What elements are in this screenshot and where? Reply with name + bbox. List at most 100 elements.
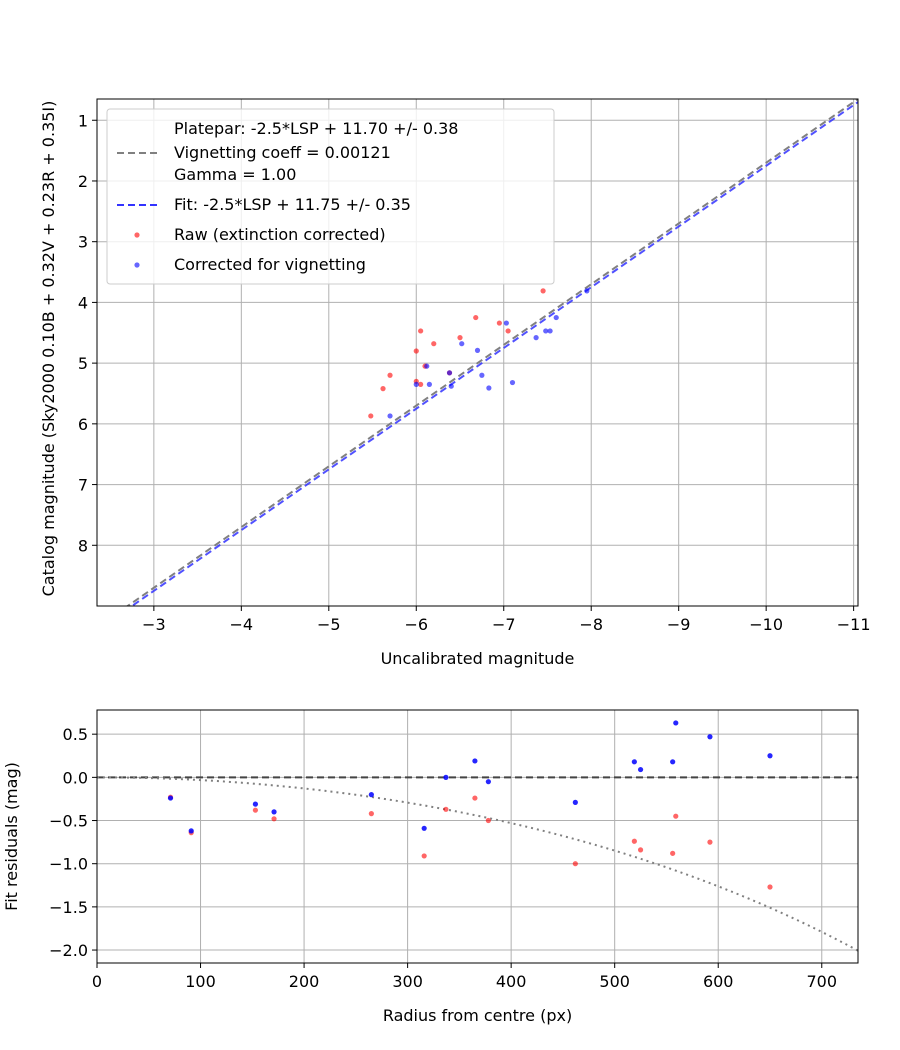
bottom-x-tick-label: 200 xyxy=(289,972,320,991)
corrected-residual-point xyxy=(421,825,427,831)
legend-vignetting: Vignetting coeff = 0.00121 xyxy=(174,143,391,162)
vignetting-line xyxy=(125,99,858,606)
bottom-lines xyxy=(97,776,858,952)
top-y-tick-label: 1 xyxy=(78,111,88,130)
raw-point xyxy=(387,372,393,378)
corrected-point xyxy=(479,372,485,378)
bottom-plot-frame xyxy=(96,709,859,964)
raw-residual-point xyxy=(670,850,676,856)
raw-point xyxy=(540,288,546,294)
corrected-residual-point xyxy=(637,766,644,773)
corrected-point xyxy=(547,328,553,334)
top-y-tick-label: 4 xyxy=(78,293,88,312)
corrected-residual-point xyxy=(271,809,277,815)
top-x-tick-label: −10 xyxy=(749,615,783,634)
bottom-x-tick-label: 100 xyxy=(185,972,216,991)
corrected-point xyxy=(387,413,393,419)
raw-point xyxy=(413,348,419,354)
legend-raw-marker xyxy=(134,232,140,238)
bottom-x-tick-label: 0 xyxy=(92,972,102,991)
top-y-tick-label: 7 xyxy=(78,476,88,495)
raw-point xyxy=(431,341,437,347)
raw-point xyxy=(505,328,511,334)
raw-residual-point xyxy=(673,813,679,819)
corrected-residual-point xyxy=(673,720,679,726)
bottom-y-tick-label: −0.5 xyxy=(49,812,88,831)
vignetting-curve xyxy=(97,776,858,952)
raw-point xyxy=(368,413,374,419)
raw-residual-point xyxy=(767,884,773,890)
legend-box xyxy=(106,108,555,285)
top-x-ticks: −3 −4 −5 −6 −7 −8 −9 −10 −11 xyxy=(142,606,871,634)
bottom-y-tick-label: −1.0 xyxy=(49,855,88,874)
bottom-points xyxy=(167,720,773,890)
corrected-point xyxy=(459,341,465,347)
corrected-residual-point xyxy=(485,779,491,785)
bottom-y-ticks: 0.5 0.0 −0.5 −1.0 −1.5 −2.0 xyxy=(49,725,97,960)
raw-point xyxy=(473,314,479,321)
top-x-axis-label: Uncalibrated magnitude xyxy=(381,649,575,668)
raw-residual-point xyxy=(707,839,713,845)
bottom-y-tick-label: −1.5 xyxy=(49,898,88,917)
top-x-tick-label: −7 xyxy=(492,615,516,634)
top-x-tick-label: −8 xyxy=(579,615,603,634)
raw-residual-point xyxy=(631,838,637,844)
top-x-tick-label: −9 xyxy=(667,615,691,634)
bottom-x-tick-label: 600 xyxy=(703,972,734,991)
bottom-x-axis-label: Radius from centre (px) xyxy=(383,1006,572,1025)
corrected-point xyxy=(486,385,492,391)
corrected-point xyxy=(584,288,590,294)
corrected-point xyxy=(424,363,430,369)
corrected-point xyxy=(426,381,432,387)
legend-fit: Fit: -2.5*LSP + 11.75 +/- 0.35 xyxy=(174,195,411,214)
corrected-residual-point xyxy=(670,759,676,765)
corrected-point xyxy=(474,347,481,353)
raw-residual-point xyxy=(572,861,578,867)
top-x-tick-label: −3 xyxy=(142,615,166,634)
corrected-residual-point xyxy=(443,774,449,780)
raw-residual-point xyxy=(472,795,478,801)
bottom-y-tick-label: 0.0 xyxy=(63,768,88,787)
bottom-x-tick-label: 700 xyxy=(806,972,837,991)
top-y-tick-label: 6 xyxy=(78,415,88,434)
top-y-tick-label: 5 xyxy=(78,354,88,373)
raw-residual-point xyxy=(421,853,427,859)
legend-platepar: Platepar: -2.5*LSP + 11.70 +/- 0.38 xyxy=(174,119,458,138)
corrected-residual-point xyxy=(631,759,637,765)
corrected-residual-point xyxy=(252,801,259,807)
corrected-point xyxy=(543,328,549,334)
corrected-point xyxy=(446,370,453,376)
corrected-point xyxy=(448,383,454,389)
bottom-y-tick-label: 0.5 xyxy=(63,725,88,744)
corrected-point xyxy=(509,379,516,386)
top-x-tick-label: −11 xyxy=(837,615,871,634)
corrected-point xyxy=(503,320,509,326)
corrected-residual-point xyxy=(767,753,773,759)
top-y-tick-label: 2 xyxy=(78,172,88,191)
corrected-point xyxy=(553,314,559,321)
top-plot-frame xyxy=(96,98,859,607)
fit-line xyxy=(130,101,858,606)
top-chart: −3 −4 −5 −6 −7 −8 −9 −10 −11 1 2 3 4 5 6 7 8 Uncalibrat… xyxy=(39,98,871,668)
bottom-x-tick-label: 300 xyxy=(392,972,423,991)
raw-residual-point xyxy=(485,817,491,824)
raw-residual-point xyxy=(368,811,374,817)
top-x-tick-label: −6 xyxy=(404,615,428,634)
raw-point xyxy=(418,381,424,387)
bottom-y-tick-label: −2.0 xyxy=(49,941,88,960)
top-points xyxy=(368,288,590,419)
top-y-ticks: 1 2 3 4 5 6 7 8 xyxy=(78,111,97,555)
top-y-axis-label: Catalog magnitude (Sky2000 0.10B + 0.32V… xyxy=(39,101,58,597)
legend-corrected: Corrected for vignetting xyxy=(174,255,366,274)
top-x-tick-label: −4 xyxy=(230,615,254,634)
raw-residual-point xyxy=(637,847,644,853)
bottom-x-ticks: 0 100 200 300 400 500 600 700 xyxy=(92,963,837,991)
raw-point xyxy=(457,335,463,341)
raw-residual-point xyxy=(252,807,259,813)
legend-gamma: Gamma = 1.00 xyxy=(174,165,296,184)
raw-point xyxy=(418,328,424,334)
top-y-tick-label: 3 xyxy=(78,233,88,252)
raw-point xyxy=(496,320,502,326)
corrected-residual-point xyxy=(707,734,713,740)
